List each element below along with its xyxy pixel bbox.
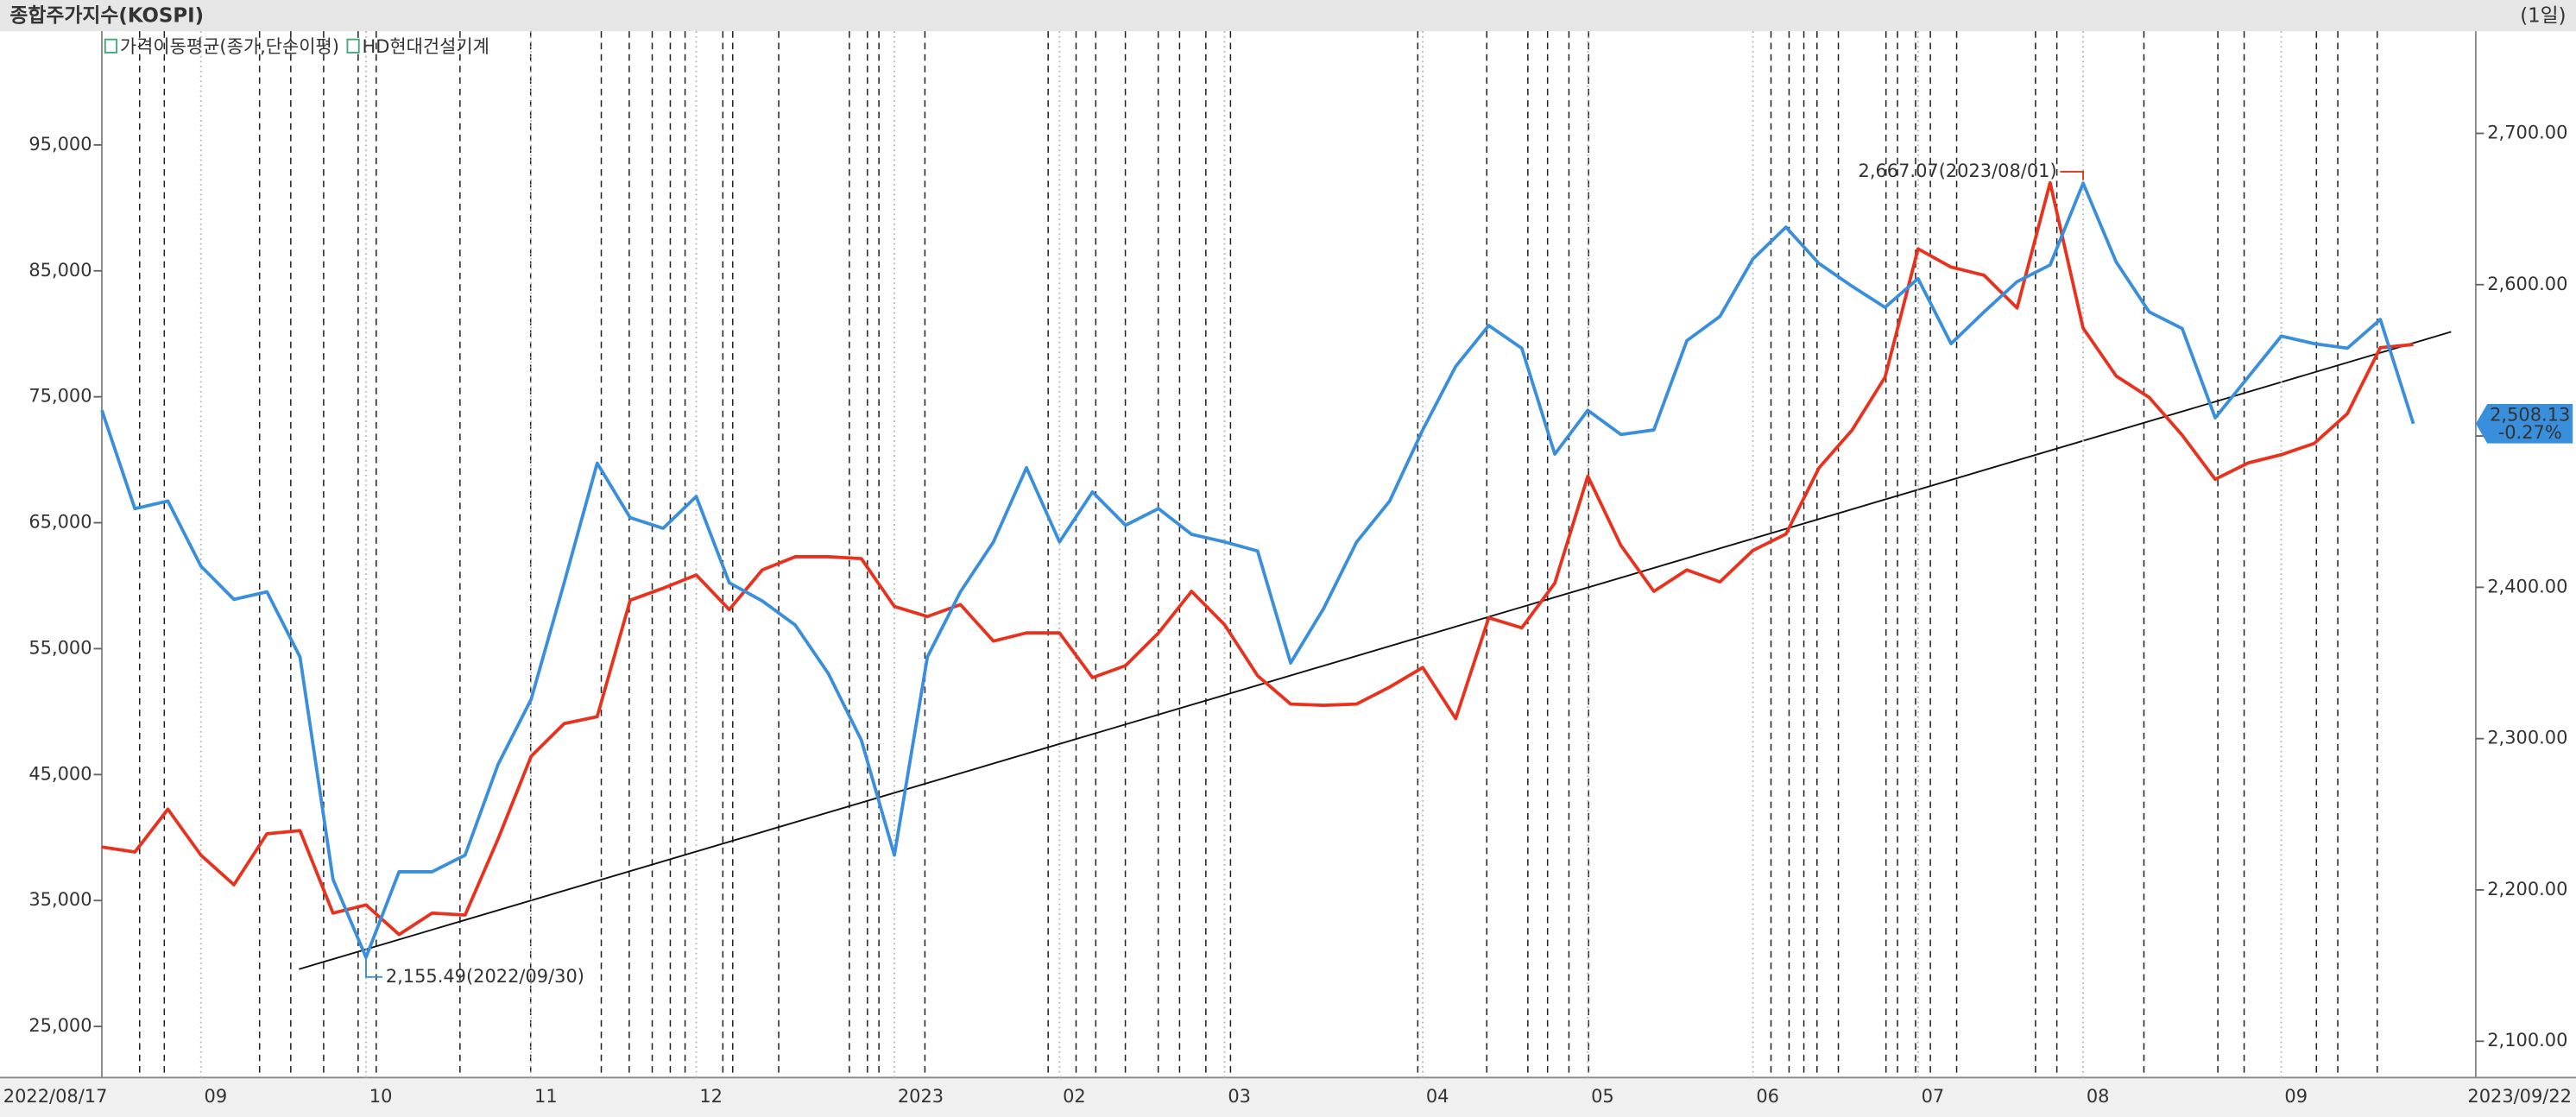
- x-tick-label: 12: [699, 1086, 723, 1107]
- y-tick-label: 45,000: [28, 763, 92, 784]
- y2-tick-label: 2,100.00: [2487, 1030, 2567, 1051]
- x-tick-label: 2022/08/17: [3, 1086, 108, 1107]
- y-tick-label: 75,000: [28, 386, 92, 407]
- y-tick-label: 65,000: [28, 512, 92, 533]
- y2-tick-label: 2,700.00: [2487, 122, 2567, 142]
- x-tick-label: 06: [1756, 1086, 1779, 1107]
- legend-label: 가격이동평균(종가,단순이평): [120, 36, 339, 57]
- legend-label: HD현대건설기계: [363, 36, 489, 57]
- y2-tick-label: 2,600.00: [2487, 274, 2567, 294]
- title-bar: [0, 0, 2576, 32]
- x-tick-label: 07: [1922, 1086, 1945, 1107]
- x-tick-label: 08: [2087, 1086, 2110, 1107]
- series-line: [100, 181, 2415, 959]
- x-axis-band: [0, 1077, 2576, 1117]
- event-lines: [138, 31, 2378, 1078]
- x-tick-label: 2023/09/22: [2467, 1086, 2572, 1107]
- y2-tick-label: 2,300.00: [2487, 728, 2567, 748]
- series-line: [101, 180, 2414, 937]
- x-tick-label: 2023: [898, 1086, 944, 1107]
- legend-icon: [104, 38, 118, 54]
- x-tick-label: 09: [2284, 1086, 2308, 1107]
- legend-icon: [346, 38, 360, 54]
- chart-title: 종합주가지수(KOSPI): [9, 5, 204, 28]
- y-tick-label: 55,000: [28, 637, 92, 658]
- x-tick-label: 04: [1426, 1086, 1449, 1107]
- y-tick-label: 25,000: [28, 1015, 92, 1036]
- trend-line: [299, 331, 2452, 970]
- last-change-label: -0.27%: [2498, 422, 2562, 443]
- x-tick-label: 03: [1228, 1086, 1251, 1107]
- x-tick-label: 09: [205, 1086, 228, 1107]
- last-value-tag: [2475, 403, 2573, 444]
- y-tick-label: 85,000: [28, 260, 92, 281]
- y2-tick-label: 2,200.00: [2487, 879, 2567, 899]
- annotation-high: 2,667.07(2023/08/01): [1859, 161, 2057, 181]
- x-tick-label: 10: [369, 1086, 393, 1107]
- annotation-low: 2,155.49(2022/09/30): [386, 966, 584, 987]
- x-tick-label: 05: [1591, 1086, 1614, 1107]
- last-value-label: 2,508.13: [2490, 404, 2570, 425]
- annotation-pointer: [2060, 170, 2085, 180]
- annotation-pointer: [365, 956, 383, 978]
- y2-tick-label: 2,400.00: [2487, 576, 2567, 596]
- y-tick-label: 95,000: [28, 134, 92, 155]
- x-tick-label: 02: [1063, 1086, 1086, 1107]
- period-label: (1일): [2520, 5, 2566, 28]
- y-tick-label: 35,000: [28, 889, 92, 910]
- x-tick-label: 11: [534, 1086, 558, 1107]
